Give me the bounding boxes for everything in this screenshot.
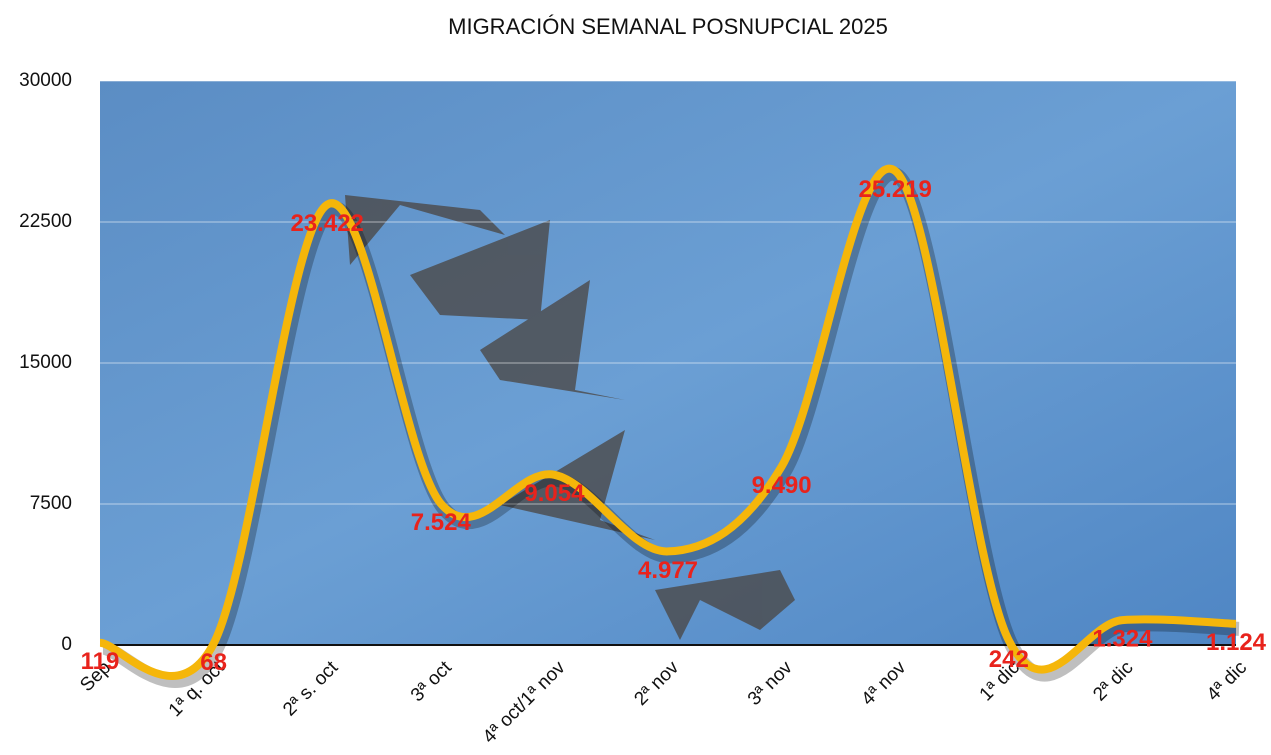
value-label: 68: [200, 649, 227, 676]
value-label: 1.324: [1092, 625, 1153, 652]
y-tick-label: 0: [61, 634, 72, 655]
x-tick-label: 2ª nov: [630, 657, 683, 710]
value-label: 242: [989, 646, 1029, 673]
x-tick-label: 4ª oct/1ª nov: [479, 657, 570, 748]
y-tick-label: 30000: [19, 70, 72, 91]
x-tick-label: 4ª nov: [858, 657, 911, 710]
x-tick-label: 2ª dic: [1089, 657, 1137, 705]
y-tick-label: 15000: [19, 352, 72, 373]
value-label: 25.219: [858, 176, 931, 203]
value-label: 1.124: [1206, 629, 1267, 656]
y-tick-label: 7500: [30, 493, 72, 514]
x-tick-label: 4ª dic: [1203, 657, 1251, 705]
value-label: 9.054: [524, 480, 585, 507]
x-tick-label: 2ª s. oct: [279, 657, 343, 721]
series-line: [99, 164, 1237, 680]
y-tick-label: 22500: [19, 211, 72, 232]
value-label: 119: [81, 648, 120, 675]
value-label: 4.977: [638, 557, 698, 584]
chart-title: MIGRACIÓN SEMANAL POSNUPCIAL 2025: [448, 14, 888, 39]
x-tick-label: 3ª nov: [744, 657, 797, 710]
value-label: 9.490: [752, 472, 812, 499]
value-label: 23.422: [290, 210, 363, 237]
x-tick-label: 3ª oct: [407, 657, 456, 706]
value-label: 7.524: [411, 509, 472, 536]
